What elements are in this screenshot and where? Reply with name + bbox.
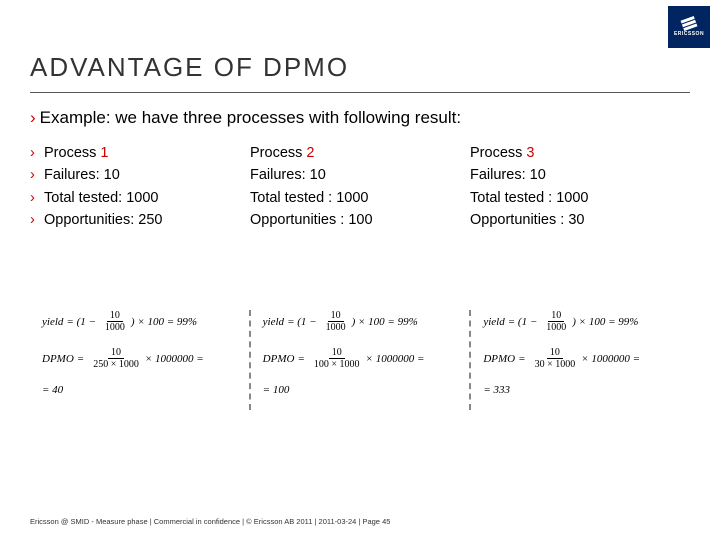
formula-col-3: yield= (1 − 101000 ) × 100 = 99% DPMO= 1… <box>469 310 690 410</box>
slide-footer: Ericsson @ SMID - Measure phase | Commer… <box>30 517 390 526</box>
chevron-icon: › <box>30 164 40 186</box>
process-columns: ›Process 1 ›Failures: 10 ›Total tested: … <box>30 142 690 232</box>
process-label: Process <box>44 145 100 161</box>
chevron-icon: › <box>30 209 40 231</box>
intro-line: ›Example: we have three processes with f… <box>30 108 461 128</box>
logo-text: ERICSSON <box>674 31 704 37</box>
slide-title: ADVANTAGE OF DPMO <box>30 52 349 83</box>
failures: Failures: 10 <box>44 167 120 183</box>
process-label: Process <box>250 145 306 161</box>
brand-logo: ERICSSON <box>668 6 710 48</box>
formula-columns: yield= (1 − 101000 ) × 100 = 99% DPMO= 1… <box>30 310 690 410</box>
failures: Failures: 10 <box>470 164 680 186</box>
intro-text: Example: we have three processes with fo… <box>40 108 461 127</box>
dpmo-formula: DPMO= 10100 × 1000 × 1000000 = <box>263 347 458 370</box>
chevron-icon: › <box>30 187 40 209</box>
process-col-3: Process 3 Failures: 10 Total tested : 10… <box>470 142 690 232</box>
opportunities: Opportunities : 100 <box>250 209 460 231</box>
process-col-1: ›Process 1 ›Failures: 10 ›Total tested: … <box>30 142 250 232</box>
yield-formula: yield= (1 − 101000 ) × 100 = 99% <box>42 310 237 333</box>
formula-col-1: yield= (1 − 101000 ) × 100 = 99% DPMO= 1… <box>30 310 249 410</box>
yield-formula: yield= (1 − 101000 ) × 100 = 99% <box>483 310 678 333</box>
process-number: 2 <box>306 145 314 161</box>
formula-col-2: yield= (1 − 101000 ) × 100 = 99% DPMO= 1… <box>249 310 470 410</box>
dpmo-formula: DPMO= 10250 × 1000 × 1000000 = <box>42 347 237 370</box>
dpmo-formula: DPMO= 1030 × 1000 × 1000000 = <box>483 347 678 370</box>
dpmo-result: = 40 <box>42 384 237 396</box>
title-divider <box>30 92 690 93</box>
failures: Failures: 10 <box>250 164 460 186</box>
logo-bars <box>681 15 698 30</box>
chevron-icon: › <box>30 142 40 164</box>
opportunities: Opportunities: 250 <box>44 212 163 228</box>
process-number: 1 <box>100 145 108 161</box>
dpmo-result: = 100 <box>263 384 458 396</box>
opportunities: Opportunities : 30 <box>470 209 680 231</box>
yield-formula: yield= (1 − 101000 ) × 100 = 99% <box>263 310 458 333</box>
process-number: 3 <box>526 145 534 161</box>
process-label: Process <box>470 145 526 161</box>
total-tested: Total tested: 1000 <box>44 190 158 206</box>
dpmo-result: = 333 <box>483 384 678 396</box>
chevron-icon: › <box>30 108 36 127</box>
process-col-2: Process 2 Failures: 10 Total tested : 10… <box>250 142 470 232</box>
total-tested: Total tested : 1000 <box>470 187 680 209</box>
total-tested: Total tested : 1000 <box>250 187 460 209</box>
